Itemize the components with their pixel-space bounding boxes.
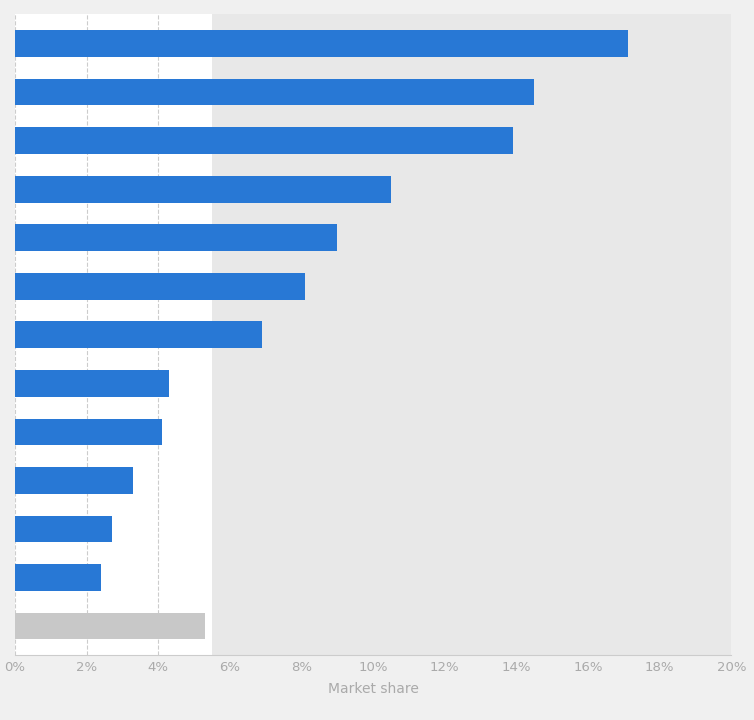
Bar [15,564,101,591]
Bar [15,78,535,105]
Bar [15,467,133,494]
Bar [15,127,513,154]
Bar [15,516,112,542]
Bar [15,321,262,348]
Bar [15,370,169,397]
Bar [15,418,162,445]
X-axis label: Market share: Market share [328,682,418,696]
Bar [15,225,337,251]
Bar [15,176,391,202]
Bar [15,273,305,300]
Bar [15,613,205,639]
Bar [15,30,627,57]
Bar [212,14,731,655]
